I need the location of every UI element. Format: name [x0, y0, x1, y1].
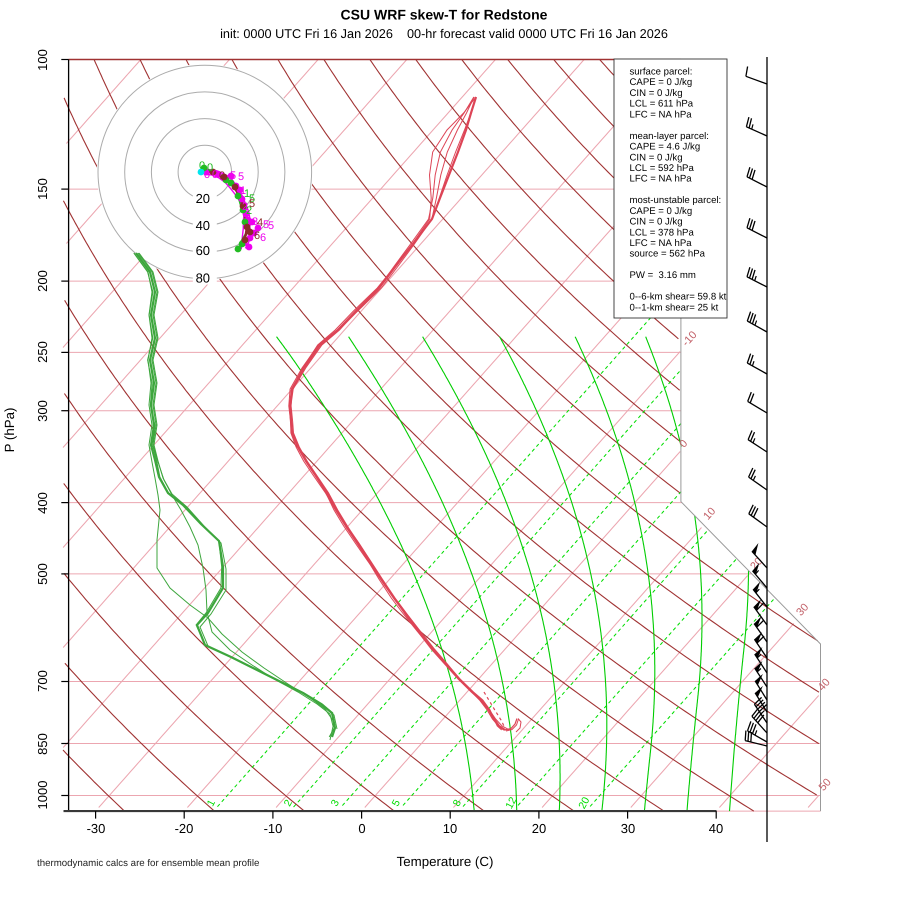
svg-text:CSU WRF skew-T for Redstone: CSU WRF skew-T for Redstone	[341, 7, 548, 23]
svg-text:-30: -30	[87, 821, 106, 836]
svg-text:CAPE = 4.6 J/kg: CAPE = 4.6 J/kg	[630, 142, 701, 153]
svg-text:CAPE = 0 J/kg: CAPE = 0 J/kg	[630, 77, 693, 88]
svg-text:200: 200	[35, 270, 50, 292]
svg-text:20: 20	[196, 191, 210, 206]
svg-text:5: 5	[238, 171, 244, 183]
svg-text:LCL = 378 hPa: LCL = 378 hPa	[630, 227, 695, 238]
svg-text:0--6-km shear= 59.8 kt: 0--6-km shear= 59.8 kt	[630, 292, 727, 303]
svg-text:LFC = NA hPa: LFC = NA hPa	[630, 238, 693, 249]
svg-text:5: 5	[249, 198, 255, 210]
svg-text:1: 1	[205, 798, 218, 809]
svg-text:150: 150	[35, 178, 50, 200]
svg-text:source = 562 hPa: source = 562 hPa	[630, 249, 706, 260]
svg-text:60: 60	[196, 243, 210, 258]
svg-text:250: 250	[35, 341, 50, 363]
svg-text:80: 80	[196, 271, 210, 286]
svg-text:1: 1	[240, 185, 246, 197]
svg-text:850: 850	[35, 733, 50, 755]
svg-text:0: 0	[358, 821, 365, 836]
svg-text:-20: -20	[175, 821, 194, 836]
svg-text:5: 5	[390, 798, 403, 809]
svg-text:CIN = 0 J/kg: CIN = 0 J/kg	[630, 217, 683, 228]
svg-text:0: 0	[204, 169, 210, 181]
svg-text:5: 5	[263, 219, 269, 231]
svg-text:most-unstable parcel:: most-unstable parcel:	[630, 195, 722, 206]
svg-text:20: 20	[532, 821, 546, 836]
svg-text:40: 40	[196, 218, 210, 233]
svg-text:mean-layer parcel:: mean-layer parcel:	[630, 131, 709, 142]
svg-text:3: 3	[329, 798, 342, 809]
svg-text:PW = 3.16 mm: PW = 3.16 mm	[630, 270, 696, 281]
svg-text:CIN = 0 J/kg: CIN = 0 J/kg	[630, 152, 683, 163]
svg-text:2: 2	[242, 201, 248, 213]
svg-text:12: 12	[503, 795, 519, 811]
svg-text:3: 3	[252, 216, 258, 228]
svg-text:40: 40	[709, 821, 723, 836]
svg-text:6: 6	[260, 232, 266, 244]
svg-text:30: 30	[621, 821, 635, 836]
svg-text:4: 4	[257, 217, 263, 229]
svg-text:20: 20	[576, 795, 592, 811]
svg-text:thermodynamic calcs are for en: thermodynamic calcs are for ensemble mea…	[37, 858, 259, 869]
svg-text:2: 2	[246, 205, 252, 217]
svg-text:5: 5	[230, 170, 236, 182]
svg-text:surface parcel:: surface parcel:	[630, 67, 693, 78]
svg-text:0: 0	[207, 162, 213, 174]
svg-text:10: 10	[443, 821, 457, 836]
svg-text:0: 0	[219, 170, 225, 182]
svg-text:6: 6	[254, 230, 260, 242]
svg-text:400: 400	[35, 492, 50, 514]
svg-text:Temperature (C): Temperature (C)	[397, 854, 494, 869]
svg-text:700: 700	[35, 670, 50, 692]
svg-text:LFC = NA hPa: LFC = NA hPa	[630, 174, 693, 185]
svg-text:LCL = 611 hPa: LCL = 611 hPa	[630, 99, 694, 110]
svg-text:5: 5	[268, 220, 274, 232]
svg-text:8: 8	[451, 798, 464, 809]
svg-text:P (hPa): P (hPa)	[2, 408, 17, 453]
svg-text:2: 2	[282, 798, 295, 809]
svg-text:-10: -10	[264, 821, 283, 836]
svg-text:init: 0000 UTC Fri 16 Jan 2026: init: 0000 UTC Fri 16 Jan 2026 00-hr for…	[220, 27, 668, 41]
svg-text:300: 300	[35, 400, 50, 422]
svg-text:LFC = NA hPa: LFC = NA hPa	[630, 109, 693, 120]
svg-text:100: 100	[35, 49, 50, 71]
svg-text:1: 1	[244, 188, 250, 200]
svg-text:CIN = 0 J/kg: CIN = 0 J/kg	[630, 88, 683, 99]
svg-text:LCL = 592 hPa: LCL = 592 hPa	[630, 163, 695, 174]
svg-text:CAPE = 0 J/kg: CAPE = 0 J/kg	[630, 206, 693, 217]
svg-text:500: 500	[35, 563, 50, 585]
svg-text:1000: 1000	[35, 781, 50, 810]
svg-text:0--1-km shear= 25 kt: 0--1-km shear= 25 kt	[630, 302, 719, 313]
svg-text:0: 0	[199, 160, 205, 172]
svg-text:5: 5	[249, 193, 255, 205]
svg-text:0: 0	[212, 169, 218, 181]
